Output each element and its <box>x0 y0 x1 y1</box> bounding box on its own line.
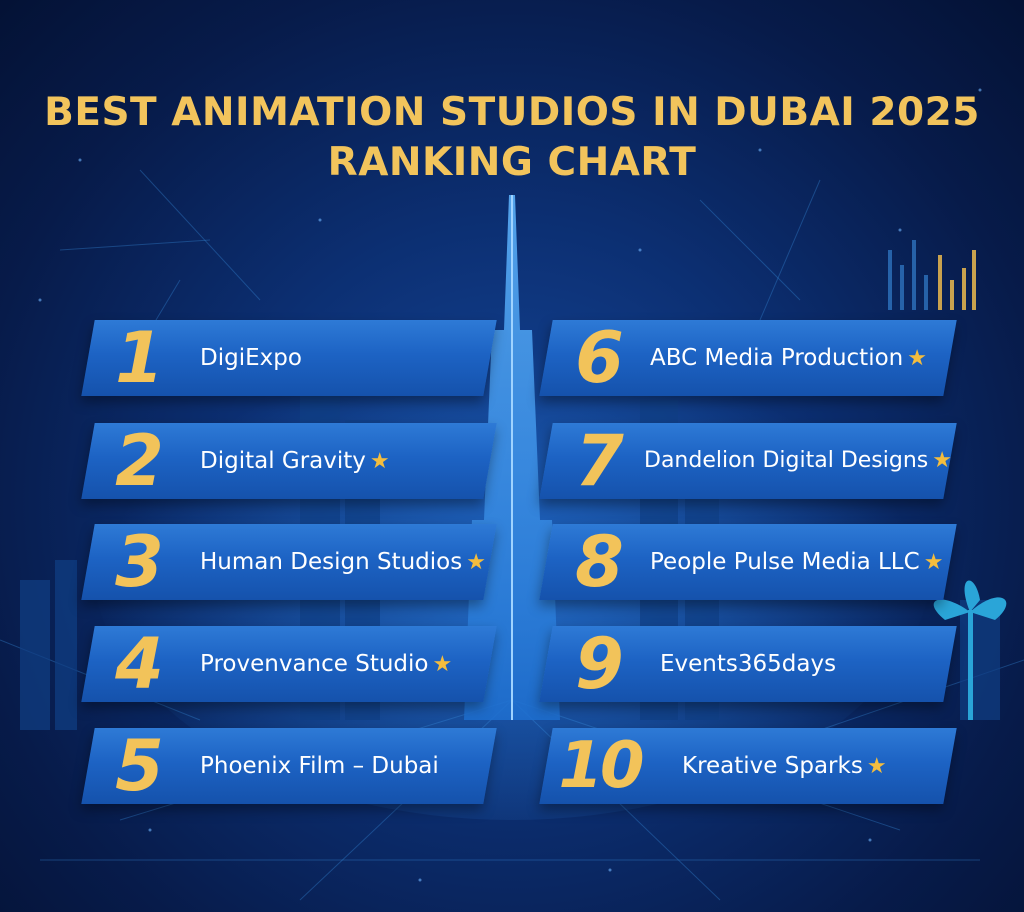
rank-banner-3: 3 Human Design Studios ★ <box>81 521 497 603</box>
title-line-1: BEST ANIMATION STUDIOS IN DUBAI 2025 <box>44 90 980 135</box>
rank-banner-1: 1 DigiExpo <box>81 317 497 399</box>
rank-number: 4 <box>115 623 164 705</box>
rank-number: 7 <box>575 420 624 502</box>
studio-name: Provenvance Studio ★ <box>200 651 453 677</box>
title-line-2: RANKING CHART <box>327 140 697 185</box>
rank-number: 8 <box>575 521 624 603</box>
rank-number: 3 <box>115 521 164 603</box>
rank-number: 2 <box>115 420 164 502</box>
studio-name: Kreative Sparks ★ <box>682 753 887 779</box>
studio-name: Digital Gravity ★ <box>200 448 390 474</box>
rank-banner-4: 4 Provenvance Studio ★ <box>81 623 497 705</box>
rank-banner-5: 5 Phoenix Film – Dubai <box>81 725 497 807</box>
studio-name: Human Design Studios ★ <box>200 549 486 575</box>
studio-name: DigiExpo <box>200 345 302 371</box>
star-icon: ★ <box>923 550 944 575</box>
studio-name: ABC Media Production ★ <box>650 345 927 371</box>
rank-banner-2: 2 Digital Gravity ★ <box>81 420 497 502</box>
rank-banner-9: 9 Events365days <box>539 623 957 705</box>
rank-banner-8: 8 People Pulse Media LLC ★ <box>539 521 957 603</box>
page-title: BEST ANIMATION STUDIOS IN DUBAI 2025 RAN… <box>0 88 1024 188</box>
star-icon: ★ <box>466 550 486 575</box>
palm-tree-icon <box>933 580 1007 720</box>
rank-banner-6: 6 ABC Media Production ★ <box>539 317 957 399</box>
rank-number: 6 <box>575 317 624 399</box>
star-icon: ★ <box>369 449 390 474</box>
star-dots <box>38 88 982 882</box>
rank-banner-10: 10 Kreative Sparks ★ <box>539 728 957 804</box>
studio-name: Phoenix Film – Dubai <box>200 753 439 779</box>
star-icon: ★ <box>932 448 952 473</box>
rank-number: 5 <box>115 725 164 807</box>
rank-banner-7: 7 Dandelion Digital Designs ★ <box>539 420 957 502</box>
studio-name: Dandelion Digital Designs ★ <box>644 448 952 473</box>
star-icon: ★ <box>866 754 887 779</box>
tower-icon <box>464 195 560 720</box>
rank-number: 10 <box>558 729 644 803</box>
studio-name: Events365days <box>660 651 837 677</box>
rank-number: 9 <box>575 623 624 705</box>
rank-number: 1 <box>115 317 164 399</box>
studio-name: People Pulse Media LLC ★ <box>650 549 944 575</box>
star-icon: ★ <box>907 346 927 371</box>
star-icon: ★ <box>432 652 453 677</box>
bar-graph-decoration <box>888 240 976 310</box>
